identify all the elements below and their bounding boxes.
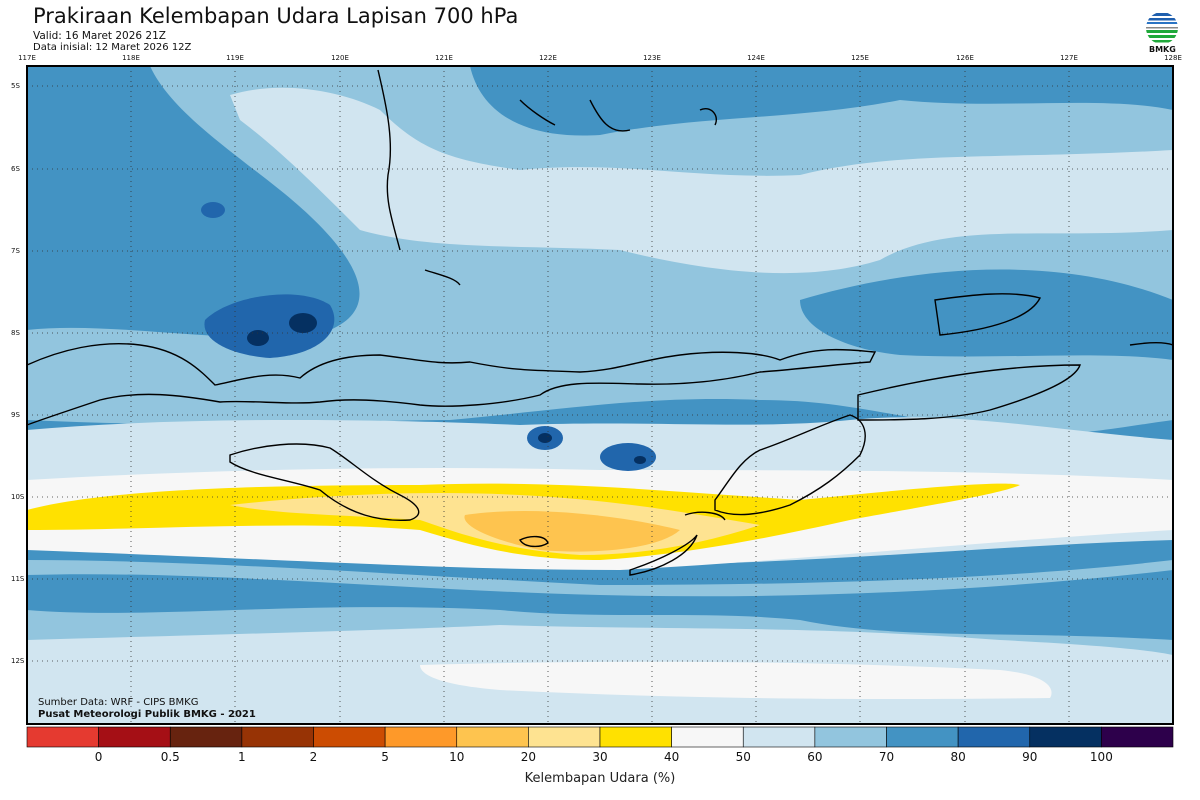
lat-label: 5S bbox=[11, 82, 20, 90]
colorbar-swatch bbox=[528, 726, 601, 748]
field-90-100 bbox=[538, 433, 552, 443]
field-70-80 bbox=[470, 66, 1173, 136]
colorbar-swatch bbox=[384, 726, 458, 748]
lat-label: 11S bbox=[11, 575, 25, 583]
colorbar-tick-label: 70 bbox=[878, 750, 895, 764]
lon-label: 117E bbox=[18, 54, 36, 62]
colorbar bbox=[26, 726, 1174, 748]
field-50-60 bbox=[230, 87, 1173, 274]
lat-label: 12S bbox=[11, 657, 25, 665]
colorbar-label: Kelembapan Udara (%) bbox=[524, 771, 676, 786]
coastlines bbox=[27, 69, 1173, 576]
colorbar-swatch bbox=[814, 726, 887, 748]
colorbar-swatch bbox=[957, 726, 1031, 748]
colorbar-tick-label: 40 bbox=[663, 750, 680, 764]
colorbar-tick-label: 10 bbox=[449, 750, 465, 764]
field-90-100 bbox=[634, 456, 646, 464]
colorbar-tick-label: 20 bbox=[520, 750, 537, 764]
field-80-90 bbox=[201, 202, 225, 218]
colorbar-swatch bbox=[742, 726, 816, 748]
lon-label: 127E bbox=[1060, 54, 1078, 62]
colorbar-swatch bbox=[886, 726, 959, 748]
logo-text: BMKG bbox=[1149, 45, 1176, 54]
lon-label: 122E bbox=[539, 54, 557, 62]
field-70-80 bbox=[800, 269, 1173, 360]
lon-label: 121E bbox=[435, 54, 453, 62]
colorbar-swatch bbox=[599, 726, 672, 748]
colorbar-swatch bbox=[26, 726, 99, 748]
colorbar-tick-label: 100 bbox=[1089, 750, 1113, 764]
colorbar-swatch bbox=[671, 726, 744, 748]
graticule bbox=[27, 66, 1173, 724]
valid-time: Valid: 16 Maret 2026 21Z bbox=[33, 30, 166, 42]
lon-label: 125E bbox=[851, 54, 869, 62]
colorbar-tick-label: 0 bbox=[94, 750, 103, 764]
colorbar-tick-label: 2 bbox=[309, 750, 318, 764]
colorbar-tick-label: 50 bbox=[735, 750, 751, 764]
credit: Pusat Meteorologi Publik BMKG - 2021 bbox=[38, 709, 256, 720]
colorbar-tick-label: 5 bbox=[381, 750, 389, 764]
field-10-20 bbox=[464, 510, 680, 552]
colorbar-tick-label: 1 bbox=[238, 750, 246, 764]
colorbar-tick-label: 30 bbox=[592, 750, 608, 764]
colorbar-tick-label: 60 bbox=[807, 750, 823, 764]
field-40-50 bbox=[420, 661, 1052, 700]
data-source: Sumber Data: WRF - CIPS BMKG bbox=[38, 697, 199, 708]
lon-label: 119E bbox=[226, 54, 244, 62]
colorbar-tick-label: 90 bbox=[1022, 750, 1038, 764]
lat-label: 8S bbox=[11, 329, 20, 337]
initial-time: Data inisial: 12 Maret 2026 12Z bbox=[33, 42, 192, 53]
field-90-100 bbox=[289, 313, 317, 333]
lat-label: 9S bbox=[11, 411, 20, 419]
colorbar-swatch bbox=[169, 726, 243, 748]
page-title: Prakiraan Kelembapan Udara Lapisan 700 h… bbox=[33, 4, 519, 28]
lon-label: 126E bbox=[956, 54, 974, 62]
lat-label: 10S bbox=[11, 493, 25, 501]
map-frame bbox=[26, 65, 1174, 725]
lon-label: 124E bbox=[747, 54, 765, 62]
bmkg-logo-icon bbox=[1146, 12, 1178, 44]
colorbar-swatch bbox=[313, 726, 386, 748]
lon-label: 128E bbox=[1164, 54, 1182, 62]
lon-label: 123E bbox=[643, 54, 661, 62]
colorbar-swatch bbox=[241, 726, 314, 748]
colorbar-tick-label: 0.5 bbox=[160, 750, 180, 764]
lon-label: 118E bbox=[122, 54, 140, 62]
colorbar-swatch bbox=[456, 726, 529, 748]
lat-label: 7S bbox=[11, 247, 20, 255]
field-80-90 bbox=[204, 294, 335, 358]
colorbar-tick-label: 80 bbox=[950, 750, 966, 764]
field-80-90 bbox=[600, 443, 656, 471]
lat-label: 6S bbox=[11, 165, 20, 173]
colorbar-swatch bbox=[1029, 726, 1102, 748]
colorbar-swatch bbox=[1101, 726, 1174, 748]
field-70-80 bbox=[27, 570, 1173, 640]
field-90-100 bbox=[247, 330, 269, 346]
lon-label: 120E bbox=[331, 54, 349, 62]
colorbar-swatch bbox=[98, 726, 171, 748]
